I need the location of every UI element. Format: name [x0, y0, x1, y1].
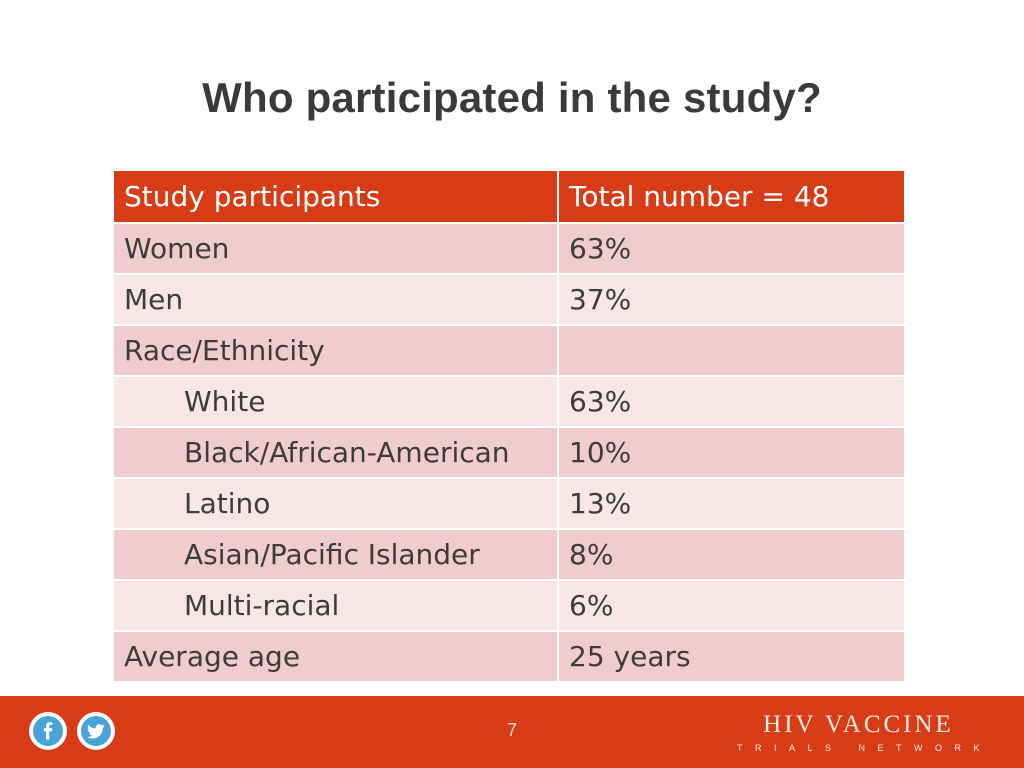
page-number: 7 [506, 720, 517, 740]
row-label: White [114, 376, 559, 428]
row-label: Multi-racial [114, 580, 559, 632]
row-value: 6% [558, 580, 904, 632]
row-label: Latino [114, 478, 559, 530]
row-value: 13% [558, 478, 904, 530]
row-value: 37% [558, 274, 904, 326]
logo-main-text: HIV VACCINE [763, 711, 954, 738]
table-row: Black/African-American 10% [114, 427, 904, 479]
row-label: Men [114, 274, 559, 326]
row-label: Average age [114, 631, 559, 683]
footer-bar: 7 HIV VACCINE TRIALS NETWORK [0, 696, 1024, 768]
table-header-cell: Study participants [114, 171, 559, 224]
table-row: Race/Ethnicity [114, 325, 904, 377]
table-row: Multi-racial 6% [114, 580, 904, 632]
row-label: Race/Ethnicity [114, 325, 559, 377]
table-row: Asian/Pacific Islander 8% [114, 529, 904, 581]
row-label: Women [114, 223, 559, 275]
participants-table: Study participants Total number = 48 Wom… [114, 171, 904, 683]
slide-title: Who participated in the study? [202, 74, 822, 121]
facebook-icon[interactable] [29, 712, 67, 750]
hvtn-logo: HIV VACCINE TRIALS NETWORK [737, 711, 980, 754]
row-value: 25 years [558, 631, 904, 683]
table-row: White 63% [114, 376, 904, 428]
row-value: 63% [558, 223, 904, 275]
table-row: Men 37% [114, 274, 904, 326]
table-header-row: Study participants Total number = 48 [114, 171, 904, 224]
row-value: 63% [558, 376, 904, 428]
table-row: Average age 25 years [114, 631, 904, 683]
logo-sub-text: TRIALS NETWORK [736, 743, 992, 753]
table-row: Latino 13% [114, 478, 904, 530]
row-label: Asian/Pacific Islander [114, 529, 559, 581]
row-value: 10% [558, 427, 904, 479]
table-header-cell: Total number = 48 [558, 171, 904, 224]
table-row: Women 63% [114, 223, 904, 275]
row-value [558, 325, 904, 377]
twitter-icon[interactable] [77, 712, 115, 750]
row-label: Black/African-American [114, 427, 559, 479]
row-value: 8% [558, 529, 904, 581]
